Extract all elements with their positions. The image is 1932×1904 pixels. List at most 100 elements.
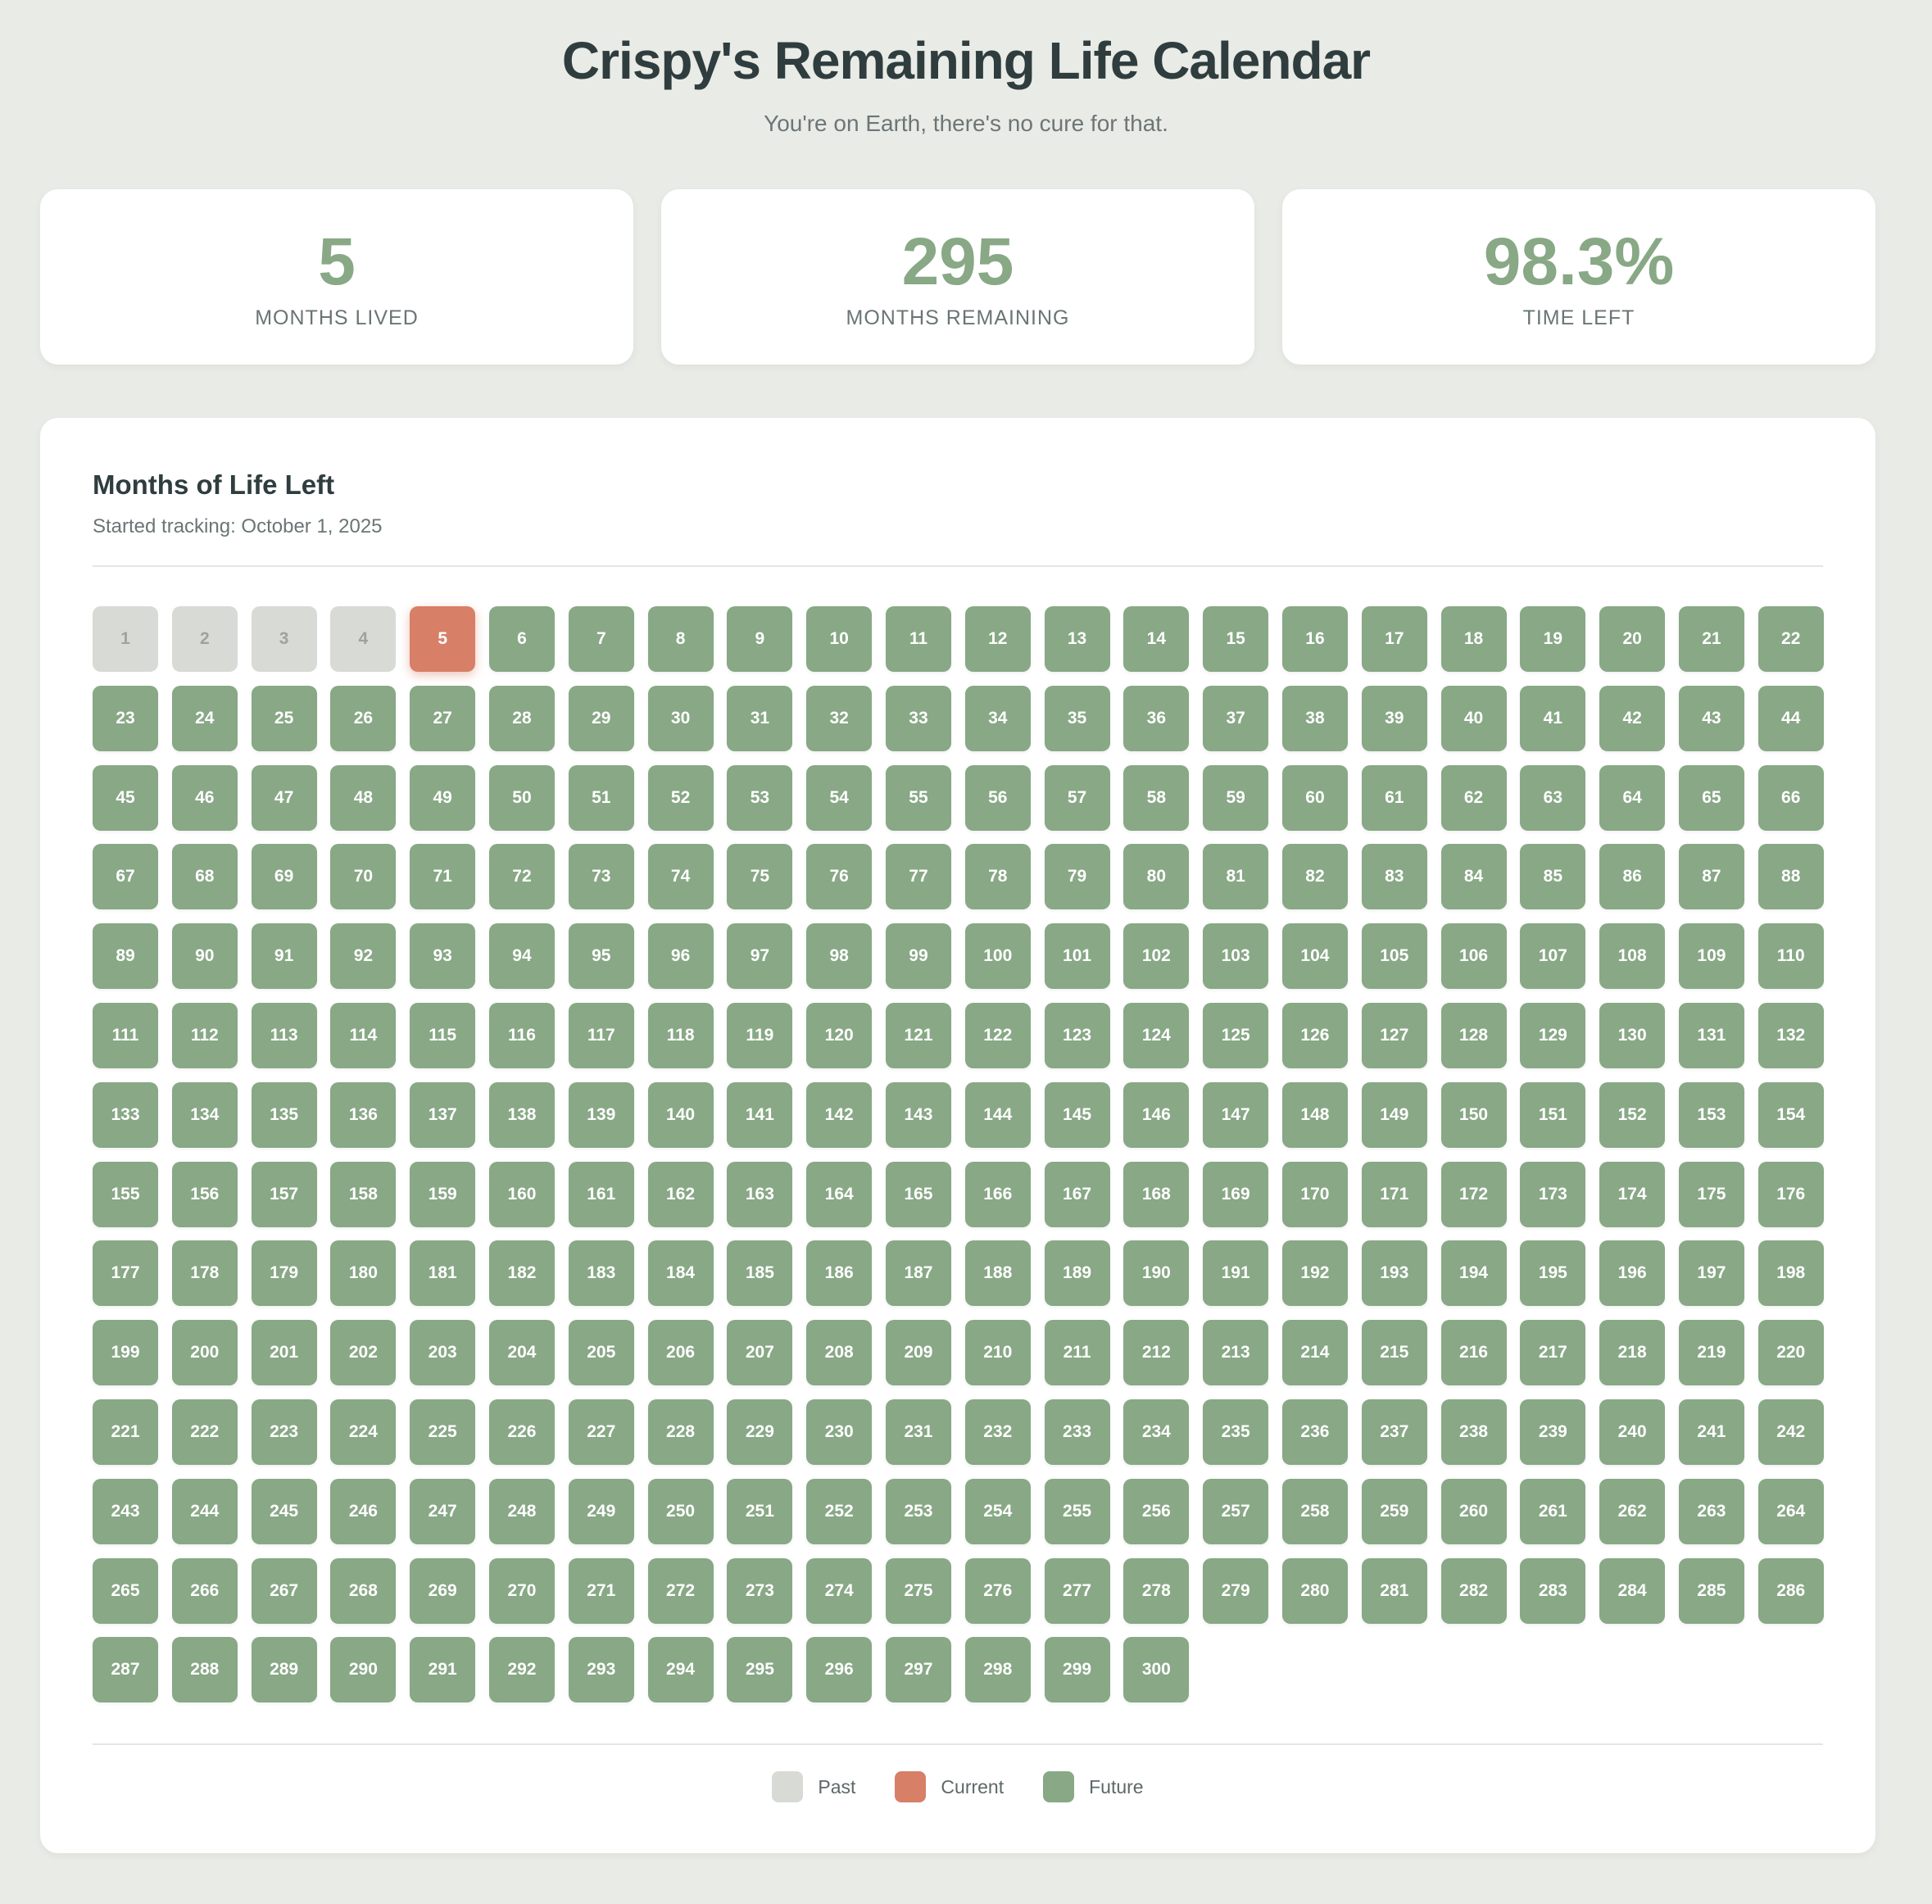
month-cell-future: 210 [964, 1320, 1031, 1386]
month-cell-future: 111 [93, 1002, 158, 1068]
month-cell-future: 46 [171, 764, 238, 831]
month-cell-future: 64 [1599, 764, 1666, 831]
month-cell-future: 207 [727, 1320, 793, 1386]
month-cell-future: 256 [1123, 1478, 1190, 1544]
month-cell-future: 40 [1440, 685, 1507, 751]
month-cell-future: 292 [488, 1637, 555, 1703]
month-cell-future: 219 [1678, 1320, 1744, 1386]
month-cell-future: 31 [727, 685, 793, 751]
month-cell-future: 7 [568, 606, 634, 672]
month-cell-future: 202 [330, 1320, 397, 1386]
month-cell-future: 211 [1044, 1320, 1110, 1386]
month-cell-future: 297 [885, 1637, 951, 1703]
month-cell-future: 38 [1281, 685, 1348, 751]
month-cell-future: 216 [1440, 1320, 1507, 1386]
month-cell-future: 42 [1599, 685, 1666, 751]
month-cell-future: 110 [1757, 923, 1824, 990]
month-cell-future: 221 [93, 1399, 158, 1465]
month-cell-future: 273 [727, 1557, 793, 1624]
month-cell-future: 123 [1044, 1002, 1110, 1068]
month-cell-future: 74 [647, 844, 714, 910]
month-cell-future: 154 [1757, 1081, 1824, 1148]
month-cell-future: 10 [806, 606, 873, 672]
month-cell-future: 203 [410, 1320, 476, 1386]
month-cell-future: 140 [647, 1081, 714, 1148]
month-cell-future: 56 [964, 764, 1031, 831]
month-cell-future: 76 [806, 844, 873, 910]
month-cell-future: 150 [1440, 1081, 1507, 1148]
legend: Past Current Future [40, 1771, 1875, 1802]
month-cell-future: 276 [964, 1557, 1031, 1624]
legend-label: Past [818, 1776, 856, 1797]
month-cell-future: 230 [806, 1399, 873, 1465]
month-cell-future: 96 [647, 923, 714, 990]
month-cell-future: 181 [410, 1240, 476, 1307]
month-cell-future: 260 [1440, 1478, 1507, 1544]
month-cell-future: 296 [806, 1637, 873, 1703]
month-cell-future: 242 [1757, 1399, 1824, 1465]
month-cell-future: 51 [568, 764, 634, 831]
month-cell-future: 179 [251, 1240, 317, 1307]
month-cell-future: 105 [1361, 923, 1427, 990]
month-cell-future: 133 [93, 1081, 158, 1148]
month-cell-future: 37 [1203, 685, 1269, 751]
month-cell-current: 5 [410, 606, 476, 672]
month-cell-future: 122 [964, 1002, 1031, 1068]
month-cell-future: 119 [727, 1002, 793, 1068]
month-cell-future: 262 [1599, 1478, 1666, 1544]
month-cell-future: 229 [727, 1399, 793, 1465]
month-cell-future: 120 [806, 1002, 873, 1068]
month-cell-future: 97 [727, 923, 793, 990]
month-cell-future: 159 [410, 1161, 476, 1227]
month-cell-future: 43 [1678, 685, 1744, 751]
month-cell-future: 168 [1123, 1161, 1190, 1227]
month-cell-future: 205 [568, 1320, 634, 1386]
month-cell-future: 13 [1044, 606, 1110, 672]
month-cell-future: 57 [1044, 764, 1110, 831]
month-cell-future: 234 [1123, 1399, 1190, 1465]
month-cell-future: 215 [1361, 1320, 1427, 1386]
month-cell-future: 241 [1678, 1399, 1744, 1465]
month-cell-future: 196 [1599, 1240, 1666, 1307]
month-cell-future: 75 [727, 844, 793, 910]
month-cell-future: 268 [330, 1557, 397, 1624]
month-cell-future: 267 [251, 1557, 317, 1624]
month-cell-future: 155 [93, 1161, 158, 1227]
month-cell-future: 217 [1520, 1320, 1586, 1386]
month-cell-future: 71 [410, 844, 476, 910]
month-cell-future: 48 [330, 764, 397, 831]
month-cell-future: 118 [647, 1002, 714, 1068]
month-cell-future: 162 [647, 1161, 714, 1227]
month-cell-future: 117 [568, 1002, 634, 1068]
month-cell-future: 9 [727, 606, 793, 672]
month-cell-future: 270 [488, 1557, 555, 1624]
month-cell-future: 139 [568, 1081, 634, 1148]
month-cell-future: 295 [727, 1637, 793, 1703]
month-cell-future: 244 [171, 1478, 238, 1544]
month-cell-future: 52 [647, 764, 714, 831]
month-cell-future: 173 [1520, 1161, 1586, 1227]
month-cell-future: 60 [1281, 764, 1348, 831]
month-cell-past: 4 [330, 606, 397, 672]
month-cell-future: 299 [1044, 1637, 1110, 1703]
month-cell-future: 95 [568, 923, 634, 990]
month-cell-future: 224 [330, 1399, 397, 1465]
month-cell-future: 63 [1520, 764, 1586, 831]
month-cell-future: 165 [885, 1161, 951, 1227]
month-cell-future: 237 [1361, 1399, 1427, 1465]
month-cell-future: 69 [251, 844, 317, 910]
month-cell-future: 246 [330, 1478, 397, 1544]
month-cell-future: 25 [251, 685, 317, 751]
month-cell-future: 137 [410, 1081, 476, 1148]
month-cell-future: 84 [1440, 844, 1507, 910]
month-cell-future: 148 [1281, 1081, 1348, 1148]
month-grid: 1 2 3 4 5 6 7 8 9 10 11 12 13 14 15 16 17 18 19 20 21 22 23 24 2… [93, 606, 1824, 1703]
month-cell-future: 145 [1044, 1081, 1110, 1148]
month-cell-future: 83 [1361, 844, 1427, 910]
month-cell-future: 206 [647, 1320, 714, 1386]
month-cell-future: 72 [488, 844, 555, 910]
month-cell-future: 143 [885, 1081, 951, 1148]
month-cell-future: 194 [1440, 1240, 1507, 1307]
month-cell-future: 130 [1599, 1002, 1666, 1068]
month-cell-future: 192 [1281, 1240, 1348, 1307]
